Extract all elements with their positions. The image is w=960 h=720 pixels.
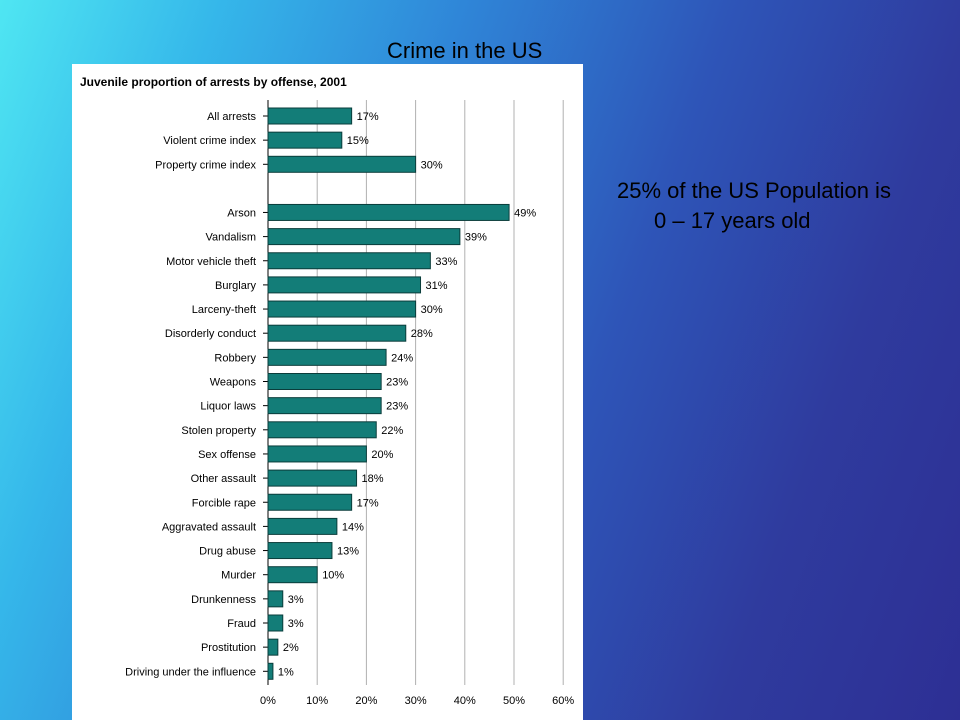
category-label: Stolen property (181, 425, 256, 437)
bar (267, 517, 338, 535)
category-label: Disorderly conduct (165, 328, 256, 340)
bar (267, 542, 333, 560)
category-label: Arson (227, 207, 256, 219)
category-label: Motor vehicle theft (166, 256, 256, 268)
chart-panel: Juvenile proportion of arrests by offens… (72, 64, 583, 720)
bar (267, 566, 318, 584)
category-label: Prostitution (201, 642, 256, 654)
data-label: 33% (435, 256, 457, 268)
x-tick-label: 10% (306, 695, 328, 707)
x-tick-label: 30% (405, 695, 427, 707)
category-label: Murder (221, 570, 256, 582)
slide-title: Crime in the US (387, 38, 543, 63)
data-label: 3% (288, 618, 304, 630)
bar (267, 397, 382, 415)
x-tick-label: 20% (355, 695, 377, 707)
data-label: 23% (386, 401, 408, 413)
category-label: Burglary (215, 280, 256, 292)
data-label: 18% (362, 473, 384, 485)
data-label: 49% (514, 207, 536, 219)
bar (267, 203, 510, 221)
data-label: 10% (322, 570, 344, 582)
category-label: Property crime index (155, 159, 256, 171)
data-label: 22% (381, 425, 403, 437)
data-label: 39% (465, 232, 487, 244)
bar (267, 155, 417, 173)
bar (267, 324, 407, 342)
category-label: Aggravated assault (162, 521, 256, 533)
x-tick-label: 40% (454, 695, 476, 707)
population-note: 25% of the US Population is 0 – 17 years… (617, 176, 891, 236)
bar (267, 445, 367, 463)
category-label: Other assault (191, 473, 256, 485)
category-label: Larceny-theft (192, 304, 256, 316)
data-label: 17% (357, 111, 379, 123)
bar (267, 300, 417, 318)
bar (267, 276, 422, 294)
bar (267, 662, 274, 680)
data-label: 30% (421, 304, 443, 316)
bar (267, 228, 461, 246)
population-note-line1: 25% of the US Population is (617, 178, 891, 203)
chart-title: Juvenile proportion of arrests by offens… (80, 75, 347, 89)
bar (267, 614, 284, 632)
data-label: 20% (371, 449, 393, 461)
data-label: 17% (357, 497, 379, 509)
bar (267, 493, 353, 511)
bar-chart: 0% 10% 20% 30% 40% 50% 60% All arrests 17% Violen… (125, 100, 574, 707)
category-label: Drug abuse (199, 546, 256, 558)
category-label: Robbery (214, 352, 256, 364)
population-note-line2: 0 – 17 years old (654, 208, 811, 233)
category-label: Forcible rape (192, 497, 256, 509)
data-label: 14% (342, 521, 364, 533)
data-label: 13% (337, 546, 359, 558)
bar (267, 638, 279, 656)
x-tick-label: 60% (552, 695, 574, 707)
bar (267, 252, 431, 270)
bar (267, 348, 387, 366)
category-label: Drunkenness (191, 594, 256, 606)
data-label: 3% (288, 594, 304, 606)
category-label: All arrests (207, 111, 256, 123)
bar (267, 107, 353, 125)
x-tick-label: 0% (260, 695, 276, 707)
data-label: 28% (411, 328, 433, 340)
data-label: 15% (347, 135, 369, 147)
category-label: Weapons (210, 377, 257, 389)
bar (267, 590, 284, 608)
x-tick-label: 50% (503, 695, 525, 707)
data-label: 2% (283, 642, 299, 654)
bar (267, 131, 343, 149)
category-label: Violent crime index (163, 135, 256, 147)
bar (267, 469, 358, 487)
bar (267, 421, 377, 439)
bar (267, 373, 382, 390)
category-label: Sex offense (198, 449, 256, 461)
category-label: Driving under the influence (125, 666, 256, 678)
data-label: 31% (426, 280, 448, 292)
data-label: 24% (391, 352, 413, 364)
category-label: Liquor laws (200, 401, 256, 413)
category-label: Vandalism (205, 232, 256, 244)
data-label: 1% (278, 666, 294, 678)
data-label: 30% (421, 159, 443, 171)
data-label: 23% (386, 377, 408, 389)
category-label: Fraud (227, 618, 256, 630)
